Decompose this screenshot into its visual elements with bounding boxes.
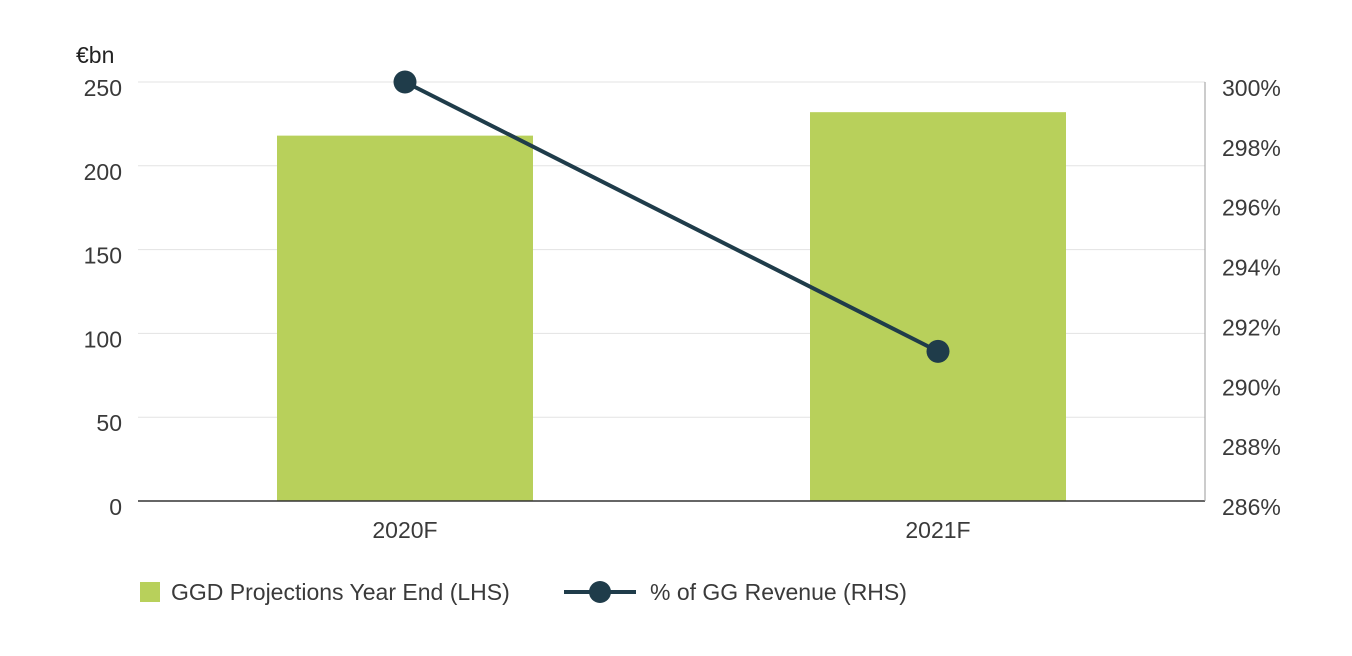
x-axis-tick-label: 2020F <box>372 517 437 543</box>
right-axis-tick-label: 294% <box>1222 255 1281 281</box>
axes <box>138 82 1206 502</box>
right-axis-tick-label: 286% <box>1222 494 1281 520</box>
left-axis-tick-label: 0 <box>109 494 122 520</box>
legend: GGD Projections Year End (LHS) % of GG R… <box>140 579 907 605</box>
right-axis-tick-label: 296% <box>1222 195 1281 221</box>
x-axis-tick-label: 2021F <box>905 517 970 543</box>
left-axis-tick-label: 200 <box>84 159 122 185</box>
left-axis-tick-label: 100 <box>84 326 122 352</box>
right-axis-tick-label: 300% <box>1222 75 1281 101</box>
left-axis-unit-label: €bn <box>76 42 114 68</box>
tick-labels: 0 50 100 150 200 250 286% 288% 290% 292% 294% 296% 2… <box>84 75 1281 543</box>
left-axis-tick-label: 150 <box>84 243 122 269</box>
line-point <box>926 339 950 363</box>
right-axis-tick-label: 298% <box>1222 135 1281 161</box>
legend-swatch-bars <box>140 582 160 602</box>
left-axis-tick-label: 50 <box>96 410 122 436</box>
left-axis-tick-label: 250 <box>84 75 122 101</box>
legend-dot-marker <box>589 581 611 603</box>
right-axis-tick-label: 290% <box>1222 374 1281 400</box>
right-axis-tick-label: 292% <box>1222 314 1281 340</box>
legend-label-bars: GGD Projections Year End (LHS) <box>171 579 510 605</box>
line-series-path <box>404 80 939 354</box>
right-axis-tick-label: 288% <box>1222 434 1281 460</box>
line-point <box>393 70 417 94</box>
bar <box>277 135 533 501</box>
line-series <box>393 70 950 363</box>
bar-series <box>277 112 1066 501</box>
legend-label-line: % of GG Revenue (RHS) <box>650 579 907 605</box>
